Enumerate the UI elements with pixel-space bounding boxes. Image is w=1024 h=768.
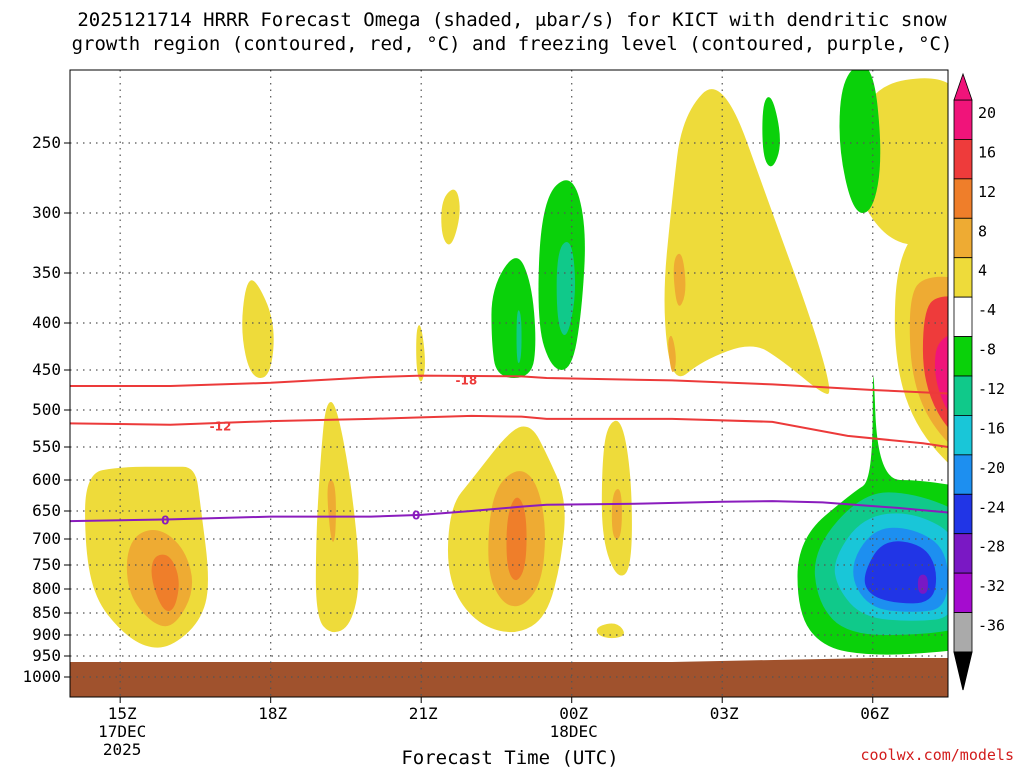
- colorbar-swatch: [953, 296, 973, 337]
- x-tick-label: 03Z: [710, 704, 739, 723]
- colorbar-label: 12: [978, 183, 996, 201]
- colorbar-label: -8: [978, 341, 996, 359]
- omega-region-magenta-right: [934, 335, 948, 412]
- colorbar-label: -12: [978, 380, 1005, 398]
- omega-region-yellow-2: [242, 280, 274, 378]
- x-tick-date: 17DEC: [98, 722, 146, 741]
- omega-region-yellow-4: [416, 325, 425, 382]
- colorbar-swatch: [953, 415, 973, 456]
- colorbar-swatch: [953, 257, 973, 298]
- omega-region-orange-mid-1: [611, 488, 622, 539]
- y-tick-label: 600: [32, 470, 61, 489]
- plot-frame: [69, 69, 949, 698]
- omega-region-green-small: [762, 97, 780, 167]
- colorbar-swatch: [953, 375, 973, 416]
- colorbar-label: -4: [978, 301, 996, 319]
- omega-region-yellow-6: [441, 189, 460, 245]
- omega-region-dkorange-5: [506, 497, 527, 581]
- y-tick-label: 800: [32, 579, 61, 598]
- colorbar-label: -28: [978, 538, 1005, 556]
- x-tick-label: 15Z: [108, 704, 137, 723]
- omega-region-purple-low: [917, 574, 928, 594]
- dgz-contour-minus-18: [70, 374, 948, 395]
- colorbar-swatch: [953, 493, 973, 535]
- dgz-contour-minus-12: [70, 414, 948, 448]
- colorbar-label: -32: [978, 577, 1005, 595]
- colorbar-label: -16: [978, 419, 1005, 437]
- credit-text: coolwx.com/models: [860, 746, 1014, 764]
- freezing-level-label: 0: [161, 514, 169, 528]
- omega-region-orange-mid-3: [668, 335, 676, 373]
- x-axis-title: Forecast Time (UTC): [401, 747, 618, 768]
- y-tick-label: 650: [32, 501, 61, 520]
- colorbar-swatch: [953, 454, 973, 495]
- y-tick-label: 850: [32, 603, 61, 622]
- ground-terrain: [70, 658, 948, 697]
- colorbar-swatch: [953, 533, 973, 574]
- omega-region-dkorange-1: [151, 554, 179, 612]
- colorbar-swatch: [953, 139, 973, 180]
- omega-region-green-far: [839, 70, 881, 213]
- dgz-label-minus-18: -18: [456, 373, 478, 387]
- x-tick-date: 18DEC: [550, 722, 598, 741]
- y-tick-label: 900: [32, 625, 61, 644]
- colorbar-swatch: [953, 336, 973, 377]
- x-tick-label: 21Z: [409, 704, 438, 723]
- chart-title-line-1: 2025121714 HRRR Forecast Omega (shaded, …: [77, 9, 947, 31]
- colorbar-label: -20: [978, 459, 1005, 477]
- colorbar-swatch: [953, 99, 973, 140]
- colorbar-swatch: [953, 178, 973, 219]
- y-tick-label: 300: [32, 203, 61, 222]
- colorbar-bottom-arrow: [953, 651, 973, 691]
- colorbar-label: 20: [978, 104, 996, 122]
- omega-region-orange-3: [327, 480, 336, 542]
- omega-region-yellow-east: [664, 89, 830, 395]
- x-tick-label: 18Z: [258, 704, 287, 723]
- omega-region-green-7: [491, 258, 536, 378]
- omega-region-teal-7: [516, 310, 522, 364]
- y-tick-label: 700: [32, 529, 61, 548]
- y-tick-label: 750: [32, 555, 61, 574]
- colorbar-swatch: [953, 572, 973, 613]
- y-tick-label: 500: [32, 400, 61, 419]
- y-axis: 250 300 350 400 450 500 550 600 650 700 750 800 850 9…: [22, 133, 70, 686]
- y-tick-label: 1000: [22, 667, 61, 686]
- y-tick-label: 450: [32, 360, 61, 379]
- x-tick-label: 06Z: [860, 704, 889, 723]
- omega-region-orange-east: [673, 253, 686, 306]
- colorbar: 20 16 12 8 4 -4 -8 -12 -16 -20 -24 -28 -32 -36: [953, 72, 1005, 691]
- freezing-level-label: 0: [412, 508, 420, 522]
- y-tick-label: 550: [32, 437, 61, 456]
- colorbar-swatch: [953, 612, 973, 653]
- plot-area: -18 -12 0 0: [70, 70, 948, 697]
- colorbar-label: 8: [978, 222, 987, 240]
- x-tick-label: 00Z: [559, 704, 588, 723]
- colorbar-top-arrow: [953, 72, 973, 101]
- colorbar-swatch: [953, 217, 973, 259]
- colorbar-label: 16: [978, 143, 996, 161]
- omega-region-yellow-far: [856, 78, 948, 245]
- y-tick-label: 950: [32, 646, 61, 665]
- y-tick-label: 250: [32, 133, 61, 152]
- colorbar-label: -24: [978, 498, 1005, 516]
- colorbar-label: 4: [978, 262, 987, 280]
- omega-region-yellow-mid-2: [596, 623, 624, 639]
- x-tick-year: 2025: [103, 740, 142, 759]
- colorbar-label: -36: [978, 617, 1005, 635]
- omega-region-teal-upper: [556, 241, 576, 336]
- dgz-label-minus-12: -12: [210, 419, 232, 433]
- y-tick-label: 350: [32, 263, 61, 282]
- freezing-level-line: [70, 500, 948, 523]
- chart-title-line-2: growth region (contoured, red, °C) and f…: [72, 33, 953, 55]
- y-tick-label: 400: [32, 313, 61, 332]
